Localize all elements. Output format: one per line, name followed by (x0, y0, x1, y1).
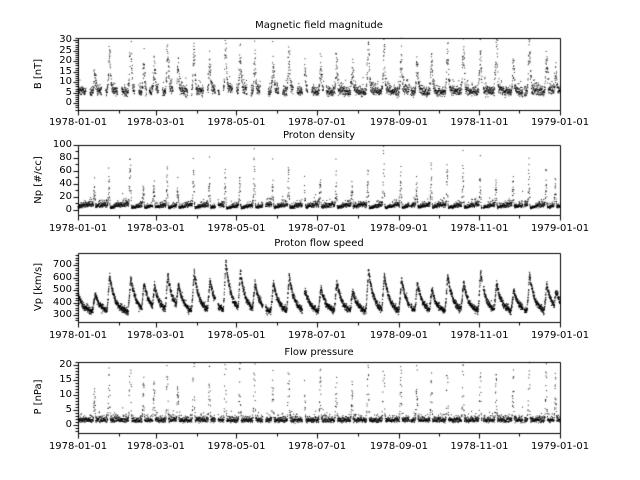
y-tick-label: 15 (59, 65, 72, 77)
x-tick-label: 1978-01-01 (48, 330, 108, 341)
x-tick-label: 1979-01-01 (530, 330, 590, 341)
y-tick-label: 30 (59, 34, 72, 46)
y-tick-label: 5 (65, 403, 72, 415)
x-tick-label: 1978-03-01 (126, 441, 185, 452)
y-tick-label: 500 (52, 284, 72, 295)
panel-1-title: Magnetic field magnitude (255, 20, 383, 31)
x-tick-label: 1979-01-01 (530, 223, 590, 234)
x-tick-label: 1978-11-01 (450, 441, 509, 452)
x-tick-label: 1978-05-01 (207, 330, 266, 341)
y-tick-label: 15 (59, 373, 72, 385)
y-tick-label: 600 (52, 271, 72, 283)
x-tick-label: 1978-11-01 (450, 117, 509, 128)
x-tick-label: 1979-01-01 (530, 441, 590, 452)
x-tick-label: 1978-07-01 (287, 223, 347, 234)
x-tick-label: 1978-09-01 (369, 330, 428, 341)
x-tick-label: 1978-05-01 (207, 223, 266, 234)
y-tick-label: 0 (65, 203, 72, 215)
x-tick-label: 1978-09-01 (369, 117, 428, 128)
y-tick-label: 0 (65, 97, 72, 109)
panel-2-title: Proton density (282, 130, 356, 141)
y-tick-label: 40 (59, 177, 72, 189)
x-tick-label: 1979-01-01 (530, 117, 590, 128)
x-tick-label: 1978-05-01 (207, 117, 266, 128)
y-tick-label: 400 (52, 296, 72, 308)
y-tick-label: 20 (59, 55, 72, 67)
y-tick-label: 100 (52, 139, 72, 150)
y-tick-label: 10 (59, 388, 72, 400)
x-tick-label: 1978-05-01 (207, 441, 266, 452)
panel-4-title: Flow pressure (284, 347, 354, 358)
y-tick-label: 20 (59, 358, 72, 370)
x-tick-label: 1978-03-01 (126, 117, 185, 128)
x-tick-label: 1978-07-01 (287, 441, 347, 452)
x-tick-label: 1978-07-01 (287, 330, 347, 341)
y-tick-label: 80 (59, 151, 72, 163)
y-tick-label: 5 (65, 86, 72, 98)
x-tick-label: 1978-03-01 (126, 330, 185, 341)
x-tick-label: 1978-11-01 (450, 223, 509, 234)
y-tick-label: 10 (59, 76, 72, 88)
y-tick-label: 25 (59, 44, 72, 56)
x-tick-label: 1978-09-01 (369, 441, 428, 452)
y-tick-label: 20 (59, 190, 72, 202)
x-tick-label: 1978-01-01 (48, 223, 108, 234)
x-tick-label: 1978-11-01 (450, 330, 509, 341)
x-tick-label: 1978-07-01 (287, 117, 347, 128)
x-tick-label: 1978-01-01 (48, 441, 108, 452)
x-tick-label: 1978-03-01 (126, 223, 185, 234)
y-tick-label: 60 (59, 164, 72, 176)
y-tick-label: 300 (52, 309, 72, 320)
y-tick-label: 0 (65, 418, 72, 430)
y-tick-label: 700 (52, 259, 72, 270)
x-tick-label: 1978-09-01 (369, 223, 428, 234)
x-tick-label: 1978-01-01 (48, 117, 108, 128)
panel-3-title: Proton flow speed (274, 238, 364, 249)
